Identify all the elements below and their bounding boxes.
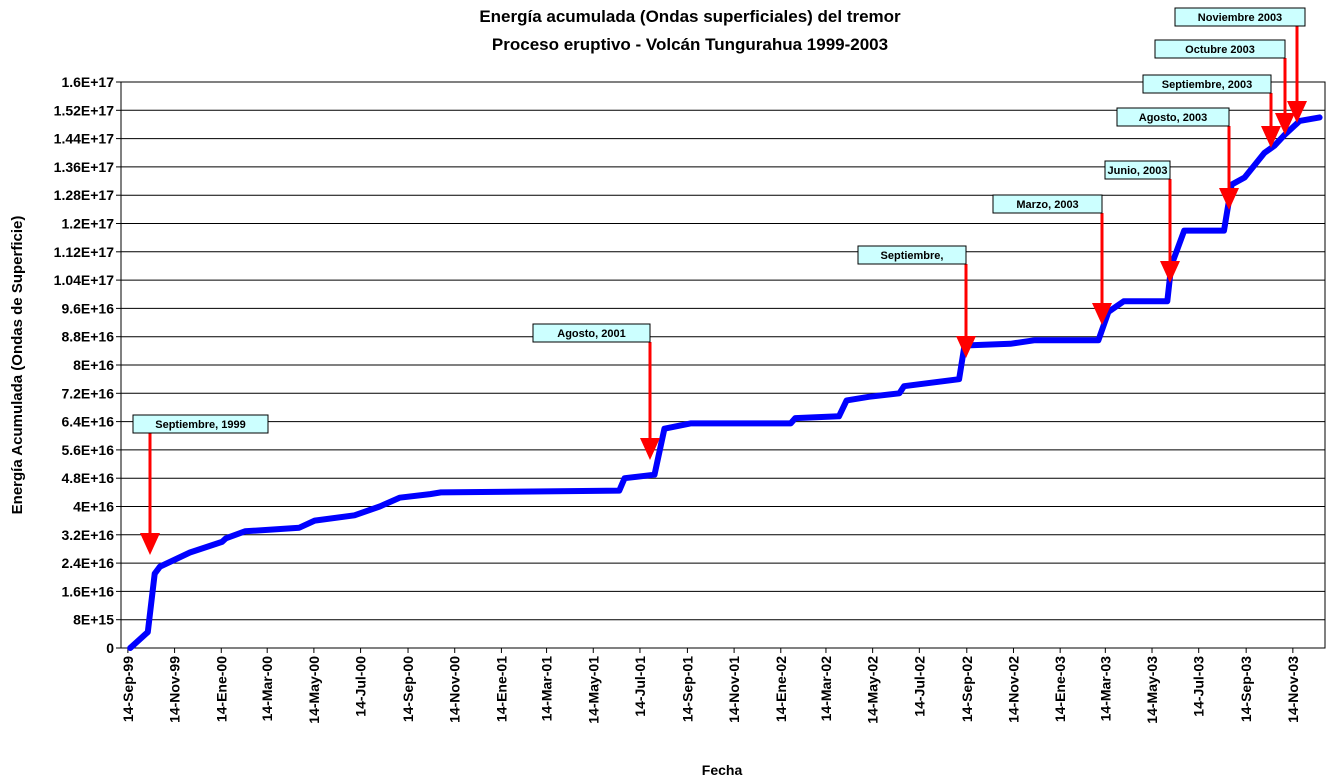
x-tick-label: 14-Mar-02 [818,656,834,722]
x-tick-label: 14-Nov-03 [1285,656,1301,723]
annotation-box [857,245,967,265]
y-tick-label: 0 [106,640,114,656]
annotation-box [132,414,269,434]
chart-subtitle: Proceso eruptivo - Volcán Tungurahua 199… [492,35,888,54]
x-tick-label: 14-Jul-01 [632,656,648,717]
annotation-text: Noviembre 2003 [1198,12,1282,24]
annotation-box [1154,39,1286,59]
y-tick-label: 1.04E+17 [54,272,115,288]
y-tick-label: 3.2E+16 [61,527,114,543]
x-tick-label: 14-Jul-02 [911,656,927,717]
x-tick-label: 14-Nov-00 [447,656,463,723]
annotation-text: Agosto, 2001 [557,328,625,340]
y-tick-label: 1.28E+17 [54,187,115,203]
x-tick-label: 14-Ene-02 [773,656,789,722]
y-tick-label: 7.2E+16 [61,385,114,401]
x-tick-label: 14-Sep-00 [400,656,416,722]
y-tick-label: 1.52E+17 [54,102,115,118]
annotation-box [1142,74,1272,94]
x-tick-label: 14-Ene-00 [213,656,229,722]
x-axis-label: Fecha [702,762,743,778]
data-line [127,114,1323,651]
y-tick-label: 1.36E+17 [54,159,115,175]
annotation-arrowhead [640,438,660,460]
x-tick-label: 14-Sep-03 [1238,656,1254,722]
annotation-box [992,194,1103,214]
y-tick-label: 8.8E+16 [61,329,114,345]
y-tick-label: 8E+15 [73,612,114,628]
y-axis-label: Energía Acumulada (Ondas de Superficie) [9,216,26,515]
annotation-text: Agosto, 2003 [1139,112,1207,124]
annotation-text: Junio, 2003 [1108,165,1168,177]
annotation-arrowhead [956,336,976,358]
x-tick-label: 14-Mar-03 [1097,656,1113,722]
y-tick-label: 9.6E+16 [61,300,114,316]
x-tick-label: 14-Ene-01 [493,656,509,722]
x-tick-label: 14-May-01 [585,656,601,724]
annotation-box [1116,107,1230,127]
x-tick-label: 14-Mar-00 [259,656,275,722]
annotation-text: Septiembre, 2003 [1162,79,1253,91]
y-tick-label: 2.4E+16 [61,555,114,571]
x-tick-label: 14-Nov-99 [167,656,183,723]
y-tick-label: 1.6E+17 [61,74,114,90]
annotation-text: Septiembre, 1999 [155,419,246,431]
y-tick-label: 4E+16 [73,499,114,515]
x-tick-label: 14-Sep-99 [120,656,136,722]
annotation-box [532,323,651,343]
annotation-box [1174,7,1306,27]
x-tick-label: 14-Ene-03 [1052,656,1068,722]
x-tick-label: 14-Mar-01 [539,656,555,722]
annotation-text: Octubre 2003 [1185,44,1255,56]
y-tick-label: 1.2E+17 [61,216,114,232]
annotation-arrowhead [140,533,160,555]
annotation-arrowhead [1275,113,1295,135]
chart-title: Energía acumulada (Ondas superficiales) … [479,7,901,26]
x-tick-label: 14-May-03 [1144,656,1160,724]
y-tick-label: 4.8E+16 [61,470,114,486]
y-tick-label: 1.6E+16 [61,583,114,599]
y-tick-label: 8E+16 [73,357,114,373]
y-tick-label: 6.4E+16 [61,414,114,430]
x-tick-label: 14-May-02 [865,656,881,724]
y-tick-label: 1.12E+17 [54,244,115,260]
annotation-arrowhead [1219,188,1239,210]
annotation-box [1104,160,1171,180]
annotation-arrowhead [1092,303,1112,325]
annotation-arrowhead [1261,126,1281,148]
y-tick-label: 1.44E+17 [54,131,115,147]
x-tick-label: 14-Jul-00 [353,656,369,717]
annotation-text: Marzo, 2003 [1016,199,1078,211]
annotation-arrowhead [1160,261,1180,283]
annotation-text: Septiembre, [881,250,944,262]
annotation-arrowhead [1287,101,1307,123]
x-tick-label: 14-Nov-02 [1005,656,1021,723]
x-tick-label: 14-Sep-02 [959,656,975,722]
x-tick-label: 14-Nov-01 [726,656,742,723]
y-tick-label: 5.6E+16 [61,442,114,458]
plot-border [120,81,1326,649]
x-tick-label: 14-May-00 [306,656,322,724]
x-tick-label: 14-Jul-03 [1191,656,1207,717]
x-tick-label: 14-Sep-01 [679,656,695,722]
